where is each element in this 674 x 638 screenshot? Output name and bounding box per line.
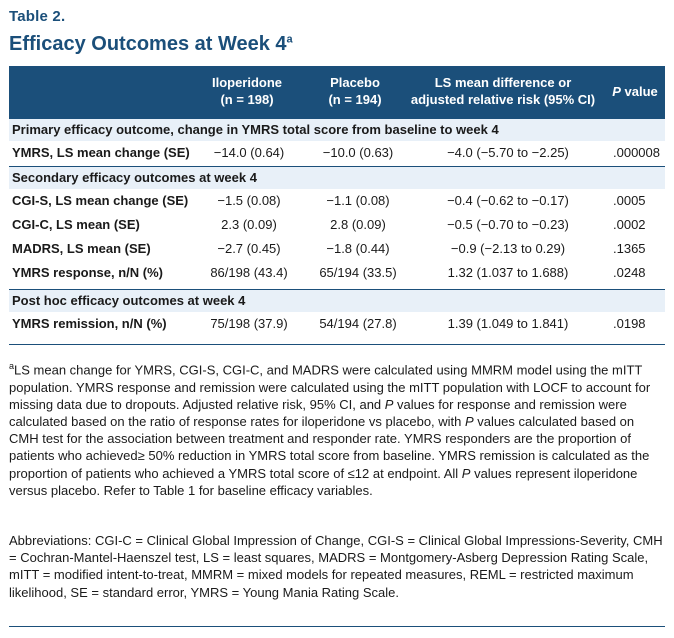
header-placebo: Placebo (n = 194) bbox=[309, 74, 401, 108]
footnote-text-2: values for response and remission were c… bbox=[9, 396, 627, 429]
cell-p-value: .0248 bbox=[613, 265, 646, 280]
cell-difference: 1.32 (1.037 to 1.688) bbox=[447, 265, 569, 280]
header-p-value: P value bbox=[605, 83, 665, 100]
page-bottom-rule bbox=[9, 626, 665, 627]
row-label: YMRS response, n/N (%) bbox=[12, 265, 163, 280]
table-header: Iloperidone (n = 198) Placebo (n = 194) … bbox=[9, 66, 665, 118]
footnote-p-1: P bbox=[384, 396, 394, 412]
table-title-text: Efficacy Outcomes at Week 4 bbox=[9, 33, 287, 55]
cell-p-value: .0198 bbox=[613, 316, 646, 331]
cell-placebo: −1.8 (0.44) bbox=[326, 241, 390, 256]
cell-iloperidone: −1.5 (0.08) bbox=[217, 193, 281, 208]
row-label: MADRS, LS mean (SE) bbox=[12, 241, 151, 256]
footnote: aLS mean change for YMRS, CGI-S, CGI-C, … bbox=[9, 358, 663, 499]
cell-difference: −0.4 (−0.62 to −0.17) bbox=[447, 193, 569, 208]
table-row: YMRS remission, n/N (%) 75/198 (37.9) 54… bbox=[9, 312, 665, 336]
cell-iloperidone: −14.0 (0.64) bbox=[213, 145, 285, 160]
footnote-marker: a bbox=[9, 361, 15, 371]
cell-p-value: .000008 bbox=[613, 145, 660, 160]
header-placebo-n: (n = 194) bbox=[328, 92, 382, 107]
footnote-text-1: LS mean change for YMRS, CGI-S, CGI-C, a… bbox=[9, 362, 651, 412]
footnote-text-4: values represent iloperidone versus plac… bbox=[9, 465, 638, 498]
section-label: Primary efficacy outcome, change in YMRS… bbox=[12, 122, 499, 137]
section-primary: Primary efficacy outcome, change in YMRS… bbox=[9, 118, 665, 141]
cell-placebo: 2.8 (0.09) bbox=[330, 217, 386, 232]
cell-iloperidone: 2.3 (0.09) bbox=[221, 217, 277, 232]
header-ls-line2: adjusted relative risk (95% CI) bbox=[410, 92, 596, 107]
table-row: MADRS, LS mean (SE) −2.7 (0.45) −1.8 (0.… bbox=[9, 237, 665, 261]
abbreviations: Abbreviations: CGI-C = Clinical Global I… bbox=[9, 533, 663, 600]
cell-iloperidone: −2.7 (0.45) bbox=[217, 241, 281, 256]
header-iloperidone-n: (n = 198) bbox=[220, 92, 274, 107]
header-p-italic: P bbox=[612, 84, 621, 99]
row-label: YMRS, LS mean change (SE) bbox=[12, 145, 190, 160]
section-post-hoc: Post hoc efficacy outcomes at week 4 bbox=[9, 289, 665, 312]
cell-difference: −0.5 (−0.70 to −0.23) bbox=[447, 217, 569, 232]
header-iloperidone: Iloperidone (n = 198) bbox=[187, 74, 307, 108]
footnote-p-2: P bbox=[465, 413, 474, 429]
row-label: CGI-S, LS mean change (SE) bbox=[12, 193, 189, 208]
cell-iloperidone: 75/198 (37.9) bbox=[210, 316, 288, 331]
cell-difference: −4.0 (−5.70 to −2.25) bbox=[447, 145, 569, 160]
header-placebo-name: Placebo bbox=[330, 75, 380, 90]
cell-p-value: .0002 bbox=[613, 217, 646, 232]
table-title: Efficacy Outcomes at Week 4a bbox=[9, 33, 293, 56]
cell-p-value: .0005 bbox=[613, 193, 646, 208]
cell-p-value: .1365 bbox=[613, 241, 646, 256]
cell-placebo: 54/194 (27.8) bbox=[319, 316, 397, 331]
section-label: Secondary efficacy outcomes at week 4 bbox=[12, 170, 257, 185]
table-bottom-rule bbox=[9, 344, 665, 345]
header-ls-mean-difference: LS mean difference or adjusted relative … bbox=[403, 74, 603, 108]
footnote-p-3: P bbox=[461, 465, 471, 481]
cell-difference: 1.39 (1.049 to 1.841) bbox=[447, 316, 569, 331]
cell-placebo: −10.0 (0.63) bbox=[322, 145, 394, 160]
table-number: Table 2. bbox=[9, 8, 66, 25]
title-footnote-marker: a bbox=[286, 33, 293, 46]
cell-iloperidone: 86/198 (43.4) bbox=[210, 265, 288, 280]
cell-placebo: 65/194 (33.5) bbox=[319, 265, 397, 280]
section-secondary: Secondary efficacy outcomes at week 4 bbox=[9, 166, 665, 189]
header-p-rest: value bbox=[620, 84, 658, 99]
row-label: YMRS remission, n/N (%) bbox=[12, 316, 167, 331]
table-row: YMRS response, n/N (%) 86/198 (43.4) 65/… bbox=[9, 261, 665, 285]
cell-placebo: −1.1 (0.08) bbox=[326, 193, 390, 208]
cell-difference: −0.9 (−2.13 to 0.29) bbox=[450, 241, 566, 256]
table-row: CGI-S, LS mean change (SE) −1.5 (0.08) −… bbox=[9, 189, 665, 213]
footnote-text-3: values calculated based on CMH test for … bbox=[9, 413, 650, 481]
row-label: CGI-C, LS mean (SE) bbox=[12, 217, 140, 232]
table-row: YMRS, LS mean change (SE) −14.0 (0.64) −… bbox=[9, 141, 665, 165]
header-ls-line1: LS mean difference or bbox=[434, 75, 572, 90]
header-iloperidone-name: Iloperidone bbox=[211, 75, 283, 90]
section-label: Post hoc efficacy outcomes at week 4 bbox=[12, 293, 246, 308]
table-row: CGI-C, LS mean (SE) 2.3 (0.09) 2.8 (0.09… bbox=[9, 213, 665, 237]
